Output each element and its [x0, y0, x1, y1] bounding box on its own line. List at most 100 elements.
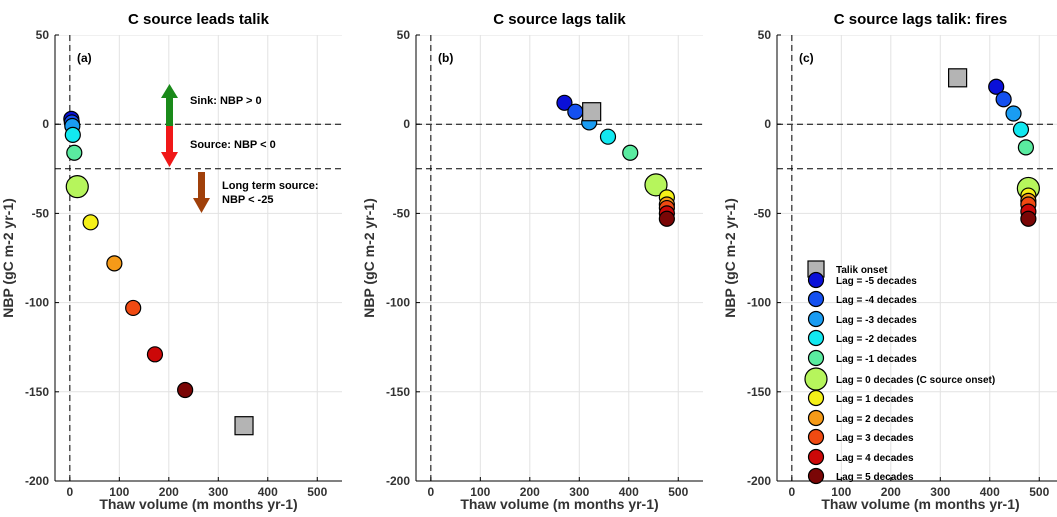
point-lag-2 — [106, 255, 123, 272]
legend-marker-lag-0 — [804, 367, 828, 391]
source-label: Source: NBP < 0 — [190, 139, 276, 151]
chart-title: C source lags talik: fires — [834, 11, 1007, 28]
legend-marker-lag--3 — [807, 310, 825, 328]
point-lag-5 — [1020, 210, 1037, 227]
x-tick-label: 200 — [159, 485, 179, 499]
x-tick-label: 300 — [569, 485, 589, 499]
legend-marker-lag--2 — [807, 329, 825, 347]
y-tick-label: 50 — [397, 28, 411, 42]
legend-marker-lag--5 — [807, 271, 825, 289]
y-tick-label: -200 — [25, 474, 49, 488]
point-lag-0 — [65, 175, 89, 199]
y-tick-label: -100 — [386, 296, 410, 310]
legend-label-lag-5: Lag = 5 decades — [836, 472, 914, 483]
y-tick-label: -50 — [393, 206, 411, 220]
legend-marker-lag-2 — [807, 409, 825, 427]
longterm-label-1: Long term source: — [222, 180, 319, 192]
y-tick-label: -200 — [386, 474, 410, 488]
x-tick-label: 400 — [619, 485, 639, 499]
point-lag--5 — [988, 78, 1005, 95]
point-lag-1 — [82, 214, 99, 231]
y-tick-label: 0 — [42, 117, 49, 131]
y-tick-label: -150 — [25, 385, 49, 399]
y-tick-label: 0 — [403, 117, 410, 131]
panel-label: (b) — [438, 51, 453, 65]
point-lag--1 — [66, 144, 83, 161]
panel-label: (a) — [77, 51, 92, 65]
x-tick-label: 500 — [668, 485, 688, 499]
x-tick-label: 100 — [470, 485, 490, 499]
y-tick-label: -100 — [747, 296, 771, 310]
plot-area — [777, 35, 1057, 481]
x-tick-label: 100 — [831, 485, 851, 499]
x-tick-label: 300 — [208, 485, 228, 499]
legend-marker-lag--4 — [807, 290, 825, 308]
chart-title: C source lags talik — [493, 11, 626, 28]
point-lag--4 — [567, 103, 584, 120]
legend-talik-label: Talik onset — [836, 265, 888, 276]
point-lag--5 — [556, 94, 573, 111]
legend-label-lag-3: Lag = 3 decades — [836, 433, 914, 444]
talik-onset-marker — [948, 68, 968, 88]
plot-area — [55, 35, 342, 481]
legend-label-lag--3: Lag = -3 decades — [836, 315, 917, 326]
sink-label: Sink: NBP > 0 — [190, 95, 262, 107]
legend-label-lag--5: Lag = -5 decades — [836, 276, 917, 287]
panel-label: (c) — [799, 51, 814, 65]
legend-label-lag--1: Lag = -1 decades — [836, 354, 917, 365]
longterm-source-arrow — [193, 198, 210, 213]
source-arrow — [161, 152, 178, 167]
legend-marker-lag-5 — [807, 467, 825, 485]
point-lag-5 — [177, 381, 194, 399]
point-lag--2 — [1012, 121, 1030, 138]
y-tick-label: 0 — [764, 117, 771, 131]
point-lag--4 — [995, 91, 1012, 108]
y-tick-label: -200 — [747, 474, 771, 488]
panel-b: 0 100 200 300 400 500 -200 -150 -100 -50 0 50 C sour… — [361, 11, 703, 512]
legend-label-lag-1: Lag = 1 decades — [836, 394, 914, 405]
legend-label-lag--4: Lag = -4 decades — [836, 295, 917, 306]
x-tick-label: 300 — [930, 485, 950, 499]
panel-c: 0 100 200 300 400 500 -200 -150 -100 -50 0 50 C sour… — [722, 11, 1057, 512]
x-tick-label: 500 — [1029, 485, 1049, 499]
x-tick-label: 200 — [881, 485, 901, 499]
legend-label-lag--2: Lag = -2 decades — [836, 334, 917, 345]
y-axis-label: NBP (gC m-2 yr-1) — [722, 198, 738, 318]
x-axis-label: Thaw volume (m months yr-1) — [99, 496, 297, 512]
point-lag-5 — [658, 210, 675, 227]
point-lag--1 — [1017, 139, 1034, 156]
y-tick-label: -50 — [32, 206, 50, 220]
y-axis-label: NBP (gC m-2 yr-1) — [0, 198, 16, 318]
legend-label-lag-0: Lag = 0 decades (C source onset) — [836, 375, 995, 386]
x-axis-label: Thaw volume (m months yr-1) — [821, 496, 1019, 512]
y-axis-label: NBP (gC m-2 yr-1) — [361, 198, 377, 318]
legend-marker-lag-4 — [807, 448, 825, 466]
point-lag-4 — [146, 346, 164, 363]
x-tick-label: 400 — [258, 485, 278, 499]
point-lag--3 — [1005, 105, 1022, 122]
x-tick-label: 500 — [307, 485, 327, 499]
panel-a: 0 100 200 300 400 500 -200 -150 -100 -50 0 50 C sour… — [0, 11, 342, 512]
y-tick-label: -150 — [747, 385, 771, 399]
legend-label-lag-2: Lag = 2 decades — [836, 414, 914, 425]
x-tick-label: 200 — [520, 485, 540, 499]
sink-arrow — [161, 84, 178, 98]
legend-marker-lag-1 — [807, 389, 825, 407]
x-tick-label: 0 — [789, 485, 796, 499]
x-axis-label: Thaw volume (m months yr-1) — [460, 496, 658, 512]
talik-onset-marker — [582, 102, 602, 122]
point-lag-3 — [125, 299, 142, 317]
point-lag--2 — [599, 128, 617, 145]
chart-title: C source leads talik — [128, 11, 270, 28]
legend-label-lag-4: Lag = 4 decades — [836, 453, 914, 464]
point-lag--1 — [622, 144, 639, 161]
longterm-label-2: NBP < -25 — [222, 194, 273, 206]
talik-onset-marker — [234, 416, 254, 436]
nbp-annotations: Sink: NBP > 0 Source: NBP < 0 Long term so… — [161, 84, 319, 213]
x-tick-label: 0 — [67, 485, 74, 499]
x-tick-label: 100 — [109, 485, 129, 499]
x-tick-label: 400 — [980, 485, 1000, 499]
y-tick-label: 50 — [36, 28, 50, 42]
